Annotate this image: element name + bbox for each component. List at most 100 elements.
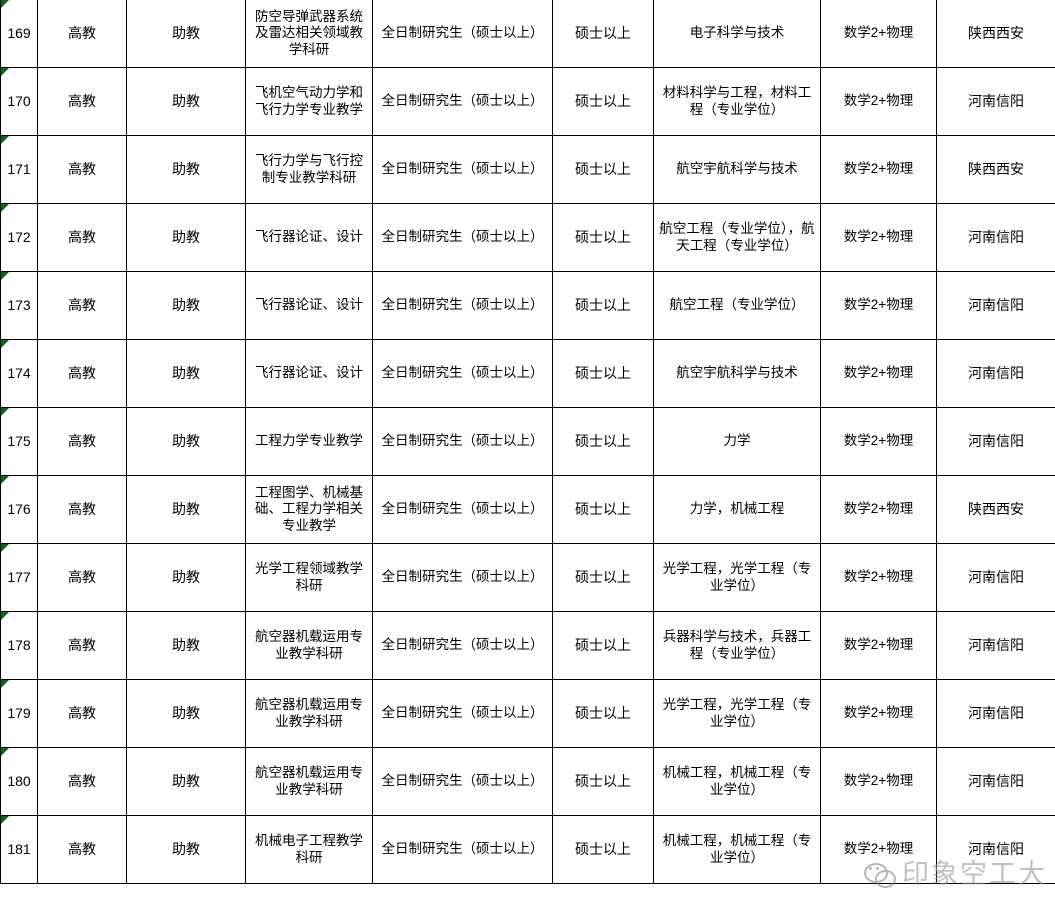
- cell-job-duty[interactable]: 飞行器论证、设计: [245, 339, 373, 408]
- cell-degree-requirement[interactable]: 硕士以上: [552, 67, 654, 136]
- cell-job-duty[interactable]: 飞行力学与飞行控制专业教学科研: [245, 135, 373, 204]
- cell-exam-subjects[interactable]: 数学2+物理: [820, 815, 937, 884]
- cell-degree-requirement[interactable]: 硕士以上: [552, 0, 654, 68]
- cell-degree-requirement[interactable]: 硕士以上: [552, 815, 654, 884]
- cell-job-duty[interactable]: 航空器机载运用专业教学科研: [245, 747, 373, 816]
- cell-category[interactable]: 高教: [37, 0, 127, 68]
- cell-serial-number[interactable]: 171: [0, 135, 38, 204]
- cell-work-location[interactable]: 河南信阳: [936, 747, 1055, 816]
- cell-job-duty[interactable]: 航空器机载运用专业教学科研: [245, 679, 373, 748]
- cell-education-requirement[interactable]: 全日制研究生（硕士以上）: [372, 135, 553, 204]
- cell-work-location[interactable]: 河南信阳: [936, 271, 1055, 340]
- cell-position-title[interactable]: 助教: [126, 407, 246, 476]
- cell-category[interactable]: 高教: [37, 475, 127, 544]
- cell-job-duty[interactable]: 飞行器论证、设计: [245, 271, 373, 340]
- cell-degree-requirement[interactable]: 硕士以上: [552, 339, 654, 408]
- cell-serial-number[interactable]: 169: [0, 0, 38, 68]
- cell-exam-subjects[interactable]: 数学2+物理: [820, 339, 937, 408]
- table-row[interactable]: 172 高教 助教 飞行器论证、设计 全日制研究生（硕士以上） 硕士以上 航空工程（专业学位…: [0, 203, 1055, 272]
- cell-serial-number[interactable]: 176: [0, 475, 38, 544]
- cell-major-requirement[interactable]: 航空工程（专业学位），航天工程（专业学位）: [653, 203, 821, 272]
- cell-job-duty[interactable]: 工程力学专业教学: [245, 407, 373, 476]
- cell-position-title[interactable]: 助教: [126, 271, 246, 340]
- cell-position-title[interactable]: 助教: [126, 747, 246, 816]
- cell-category[interactable]: 高教: [37, 135, 127, 204]
- cell-serial-number[interactable]: 181: [0, 815, 38, 884]
- cell-education-requirement[interactable]: 全日制研究生（硕士以上）: [372, 0, 553, 68]
- cell-degree-requirement[interactable]: 硕士以上: [552, 611, 654, 680]
- cell-exam-subjects[interactable]: 数学2+物理: [820, 67, 937, 136]
- cell-job-duty[interactable]: 工程图学、机械基础、工程力学相关专业教学: [245, 475, 373, 544]
- cell-work-location[interactable]: 陕西西安: [936, 135, 1055, 204]
- cell-education-requirement[interactable]: 全日制研究生（硕士以上）: [372, 815, 553, 884]
- cell-exam-subjects[interactable]: 数学2+物理: [820, 475, 937, 544]
- cell-work-location[interactable]: 陕西西安: [936, 0, 1055, 68]
- cell-major-requirement[interactable]: 兵器科学与技术，兵器工程（专业学位）: [653, 611, 821, 680]
- table-row[interactable]: 181 高教 助教 机械电子工程教学科研 全日制研究生（硕士以上） 硕士以上 机械工程，机械…: [0, 815, 1055, 884]
- cell-exam-subjects[interactable]: 数学2+物理: [820, 543, 937, 612]
- cell-education-requirement[interactable]: 全日制研究生（硕士以上）: [372, 271, 553, 340]
- cell-category[interactable]: 高教: [37, 679, 127, 748]
- cell-category[interactable]: 高教: [37, 543, 127, 612]
- cell-education-requirement[interactable]: 全日制研究生（硕士以上）: [372, 611, 553, 680]
- cell-serial-number[interactable]: 179: [0, 679, 38, 748]
- cell-degree-requirement[interactable]: 硕士以上: [552, 203, 654, 272]
- cell-major-requirement[interactable]: 光学工程，光学工程（专业学位）: [653, 679, 821, 748]
- cell-education-requirement[interactable]: 全日制研究生（硕士以上）: [372, 339, 553, 408]
- cell-work-location[interactable]: 陕西西安: [936, 475, 1055, 544]
- cell-category[interactable]: 高教: [37, 747, 127, 816]
- cell-exam-subjects[interactable]: 数学2+物理: [820, 271, 937, 340]
- cell-exam-subjects[interactable]: 数学2+物理: [820, 747, 937, 816]
- cell-job-duty[interactable]: 光学工程领域教学科研: [245, 543, 373, 612]
- cell-degree-requirement[interactable]: 硕士以上: [552, 271, 654, 340]
- cell-major-requirement[interactable]: 航空工程（专业学位）: [653, 271, 821, 340]
- cell-major-requirement[interactable]: 力学，机械工程: [653, 475, 821, 544]
- cell-position-title[interactable]: 助教: [126, 339, 246, 408]
- table-row[interactable]: 178 高教 助教 航空器机载运用专业教学科研 全日制研究生（硕士以上） 硕士以上 兵器科学…: [0, 611, 1055, 680]
- table-row[interactable]: 175 高教 助教 工程力学专业教学 全日制研究生（硕士以上） 硕士以上 力学 数学2+物理河…: [0, 407, 1055, 476]
- cell-degree-requirement[interactable]: 硕士以上: [552, 475, 654, 544]
- cell-education-requirement[interactable]: 全日制研究生（硕士以上）: [372, 407, 553, 476]
- cell-major-requirement[interactable]: 电子科学与技术: [653, 0, 821, 68]
- cell-work-location[interactable]: 河南信阳: [936, 679, 1055, 748]
- cell-education-requirement[interactable]: 全日制研究生（硕士以上）: [372, 475, 553, 544]
- cell-education-requirement[interactable]: 全日制研究生（硕士以上）: [372, 679, 553, 748]
- cell-education-requirement[interactable]: 全日制研究生（硕士以上）: [372, 203, 553, 272]
- table-row[interactable]: 169 高教 助教 防空导弹武器系统及雷达相关领域教学科研 全日制研究生（硕士以上） 硕士…: [0, 0, 1055, 68]
- cell-degree-requirement[interactable]: 硕士以上: [552, 543, 654, 612]
- table-row[interactable]: 176 高教 助教 工程图学、机械基础、工程力学相关专业教学 全日制研究生（硕士以上）硕…: [0, 475, 1055, 544]
- cell-exam-subjects[interactable]: 数学2+物理: [820, 203, 937, 272]
- cell-category[interactable]: 高教: [37, 339, 127, 408]
- cell-position-title[interactable]: 助教: [126, 475, 246, 544]
- cell-serial-number[interactable]: 174: [0, 339, 38, 408]
- cell-serial-number[interactable]: 172: [0, 203, 38, 272]
- cell-work-location[interactable]: 河南信阳: [936, 339, 1055, 408]
- cell-category[interactable]: 高教: [37, 407, 127, 476]
- cell-work-location[interactable]: 河南信阳: [936, 407, 1055, 476]
- cell-exam-subjects[interactable]: 数学2+物理: [820, 0, 937, 68]
- cell-education-requirement[interactable]: 全日制研究生（硕士以上）: [372, 67, 553, 136]
- cell-exam-subjects[interactable]: 数学2+物理: [820, 679, 937, 748]
- cell-category[interactable]: 高教: [37, 271, 127, 340]
- cell-serial-number[interactable]: 173: [0, 271, 38, 340]
- cell-major-requirement[interactable]: 航空宇航科学与技术: [653, 339, 821, 408]
- cell-position-title[interactable]: 助教: [126, 611, 246, 680]
- table-row[interactable]: 170 高教 助教 飞机空气动力学和飞行力学专业教学 全日制研究生（硕士以上） 硕士以上材…: [0, 67, 1055, 136]
- table-row[interactable]: 173 高教 助教 飞行器论证、设计 全日制研究生（硕士以上） 硕士以上 航空工程（专业学位…: [0, 271, 1055, 340]
- cell-degree-requirement[interactable]: 硕士以上: [552, 679, 654, 748]
- table-row[interactable]: 179 高教 助教 航空器机载运用专业教学科研 全日制研究生（硕士以上） 硕士以上 光学工程…: [0, 679, 1055, 748]
- cell-category[interactable]: 高教: [37, 67, 127, 136]
- cell-position-title[interactable]: 助教: [126, 203, 246, 272]
- cell-degree-requirement[interactable]: 硕士以上: [552, 407, 654, 476]
- cell-position-title[interactable]: 助教: [126, 67, 246, 136]
- cell-serial-number[interactable]: 178: [0, 611, 38, 680]
- cell-exam-subjects[interactable]: 数学2+物理: [820, 407, 937, 476]
- cell-job-duty[interactable]: 机械电子工程教学科研: [245, 815, 373, 884]
- cell-position-title[interactable]: 助教: [126, 135, 246, 204]
- cell-category[interactable]: 高教: [37, 815, 127, 884]
- cell-work-location[interactable]: 河南信阳: [936, 203, 1055, 272]
- cell-major-requirement[interactable]: 光学工程，光学工程（专业学位）: [653, 543, 821, 612]
- cell-major-requirement[interactable]: 材料科学与工程，材料工程（专业学位）: [653, 67, 821, 136]
- cell-category[interactable]: 高教: [37, 203, 127, 272]
- cell-job-duty[interactable]: 防空导弹武器系统及雷达相关领域教学科研: [245, 0, 373, 68]
